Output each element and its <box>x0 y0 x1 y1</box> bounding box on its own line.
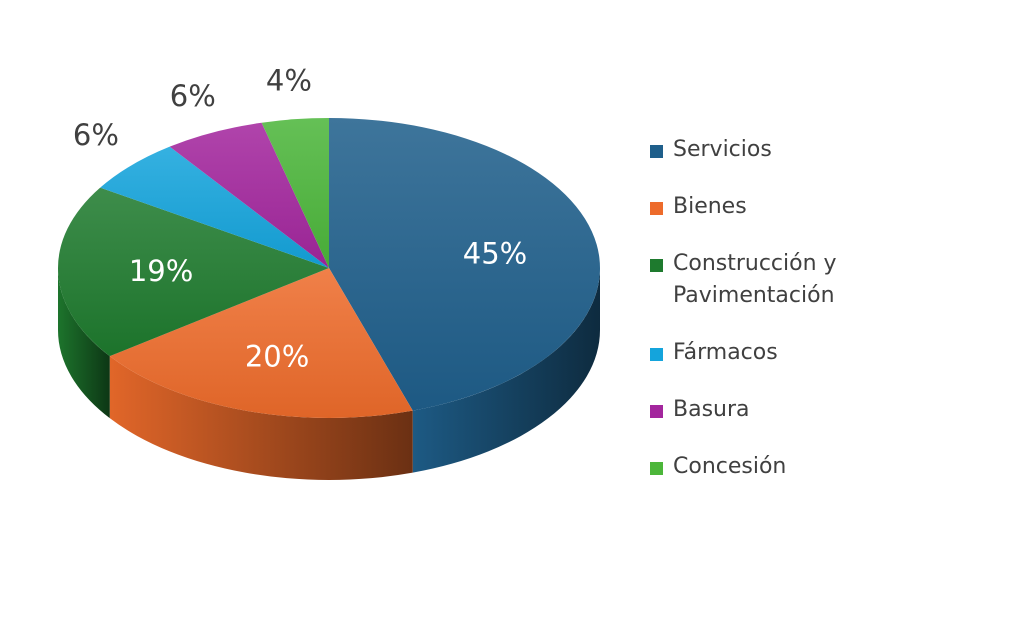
pie-side-servicios <box>412 268 600 473</box>
legend-label-basura: Basura <box>673 397 750 422</box>
legend-swatch-construccion-y-pavimentacion <box>650 259 663 272</box>
chart-legend: Servicios Bienes Construcción y Pavimentac… <box>650 134 990 508</box>
data-label-basura: 6% <box>170 79 216 113</box>
legend-swatch-servicios <box>650 145 663 158</box>
legend-item-servicios: Servicios <box>650 134 990 166</box>
legend-swatch-bienes <box>650 202 663 215</box>
legend-item-construccion-y-pavimentacion: Construcción y Pavimentación <box>650 248 990 312</box>
legend-item-basura: Basura <box>650 394 990 426</box>
data-label-bienes: 20% <box>245 339 309 373</box>
pie-side-bienes <box>109 356 413 480</box>
legend-label-farmacos: Fármacos <box>673 340 778 365</box>
pie-slice-construccion-y-pavimentacion <box>58 187 330 357</box>
pie-top-layer <box>58 118 601 418</box>
legend-item-bienes: Bienes <box>650 191 990 223</box>
pie-slice-concesion <box>261 118 329 268</box>
legend-swatch-basura <box>650 405 663 418</box>
legend-swatch-farmacos <box>650 348 663 361</box>
pie-side-construccion-y-pavimentacion <box>58 268 110 419</box>
data-label-servicios: 45% <box>463 237 527 271</box>
pie-slice-servicios <box>329 118 601 411</box>
data-label-farmacos: 6% <box>73 118 119 152</box>
legend-label-construccion-y-pavimentacion: Construcción y Pavimentación <box>673 251 837 308</box>
data-label-concesion: 4% <box>266 63 312 97</box>
legend-swatch-concesion <box>650 462 663 475</box>
legend-label-concesion: Concesión <box>673 454 787 479</box>
legend-item-concesion: Concesión <box>650 451 990 483</box>
pie-slice-bienes <box>109 268 413 418</box>
legend-label-bienes: Bienes <box>673 194 747 219</box>
pie-slice-basura <box>169 122 329 268</box>
pie-slice-farmacos <box>100 146 329 268</box>
pie-depth-layer <box>58 268 600 480</box>
legend-item-farmacos: Fármacos <box>650 337 990 369</box>
data-label-construccion-y-pavimentacion: 19% <box>129 254 193 288</box>
pie-data-labels: 45% 20% 19% 6% 6% 4% <box>73 63 527 373</box>
legend-label-servicios: Servicios <box>673 137 772 162</box>
